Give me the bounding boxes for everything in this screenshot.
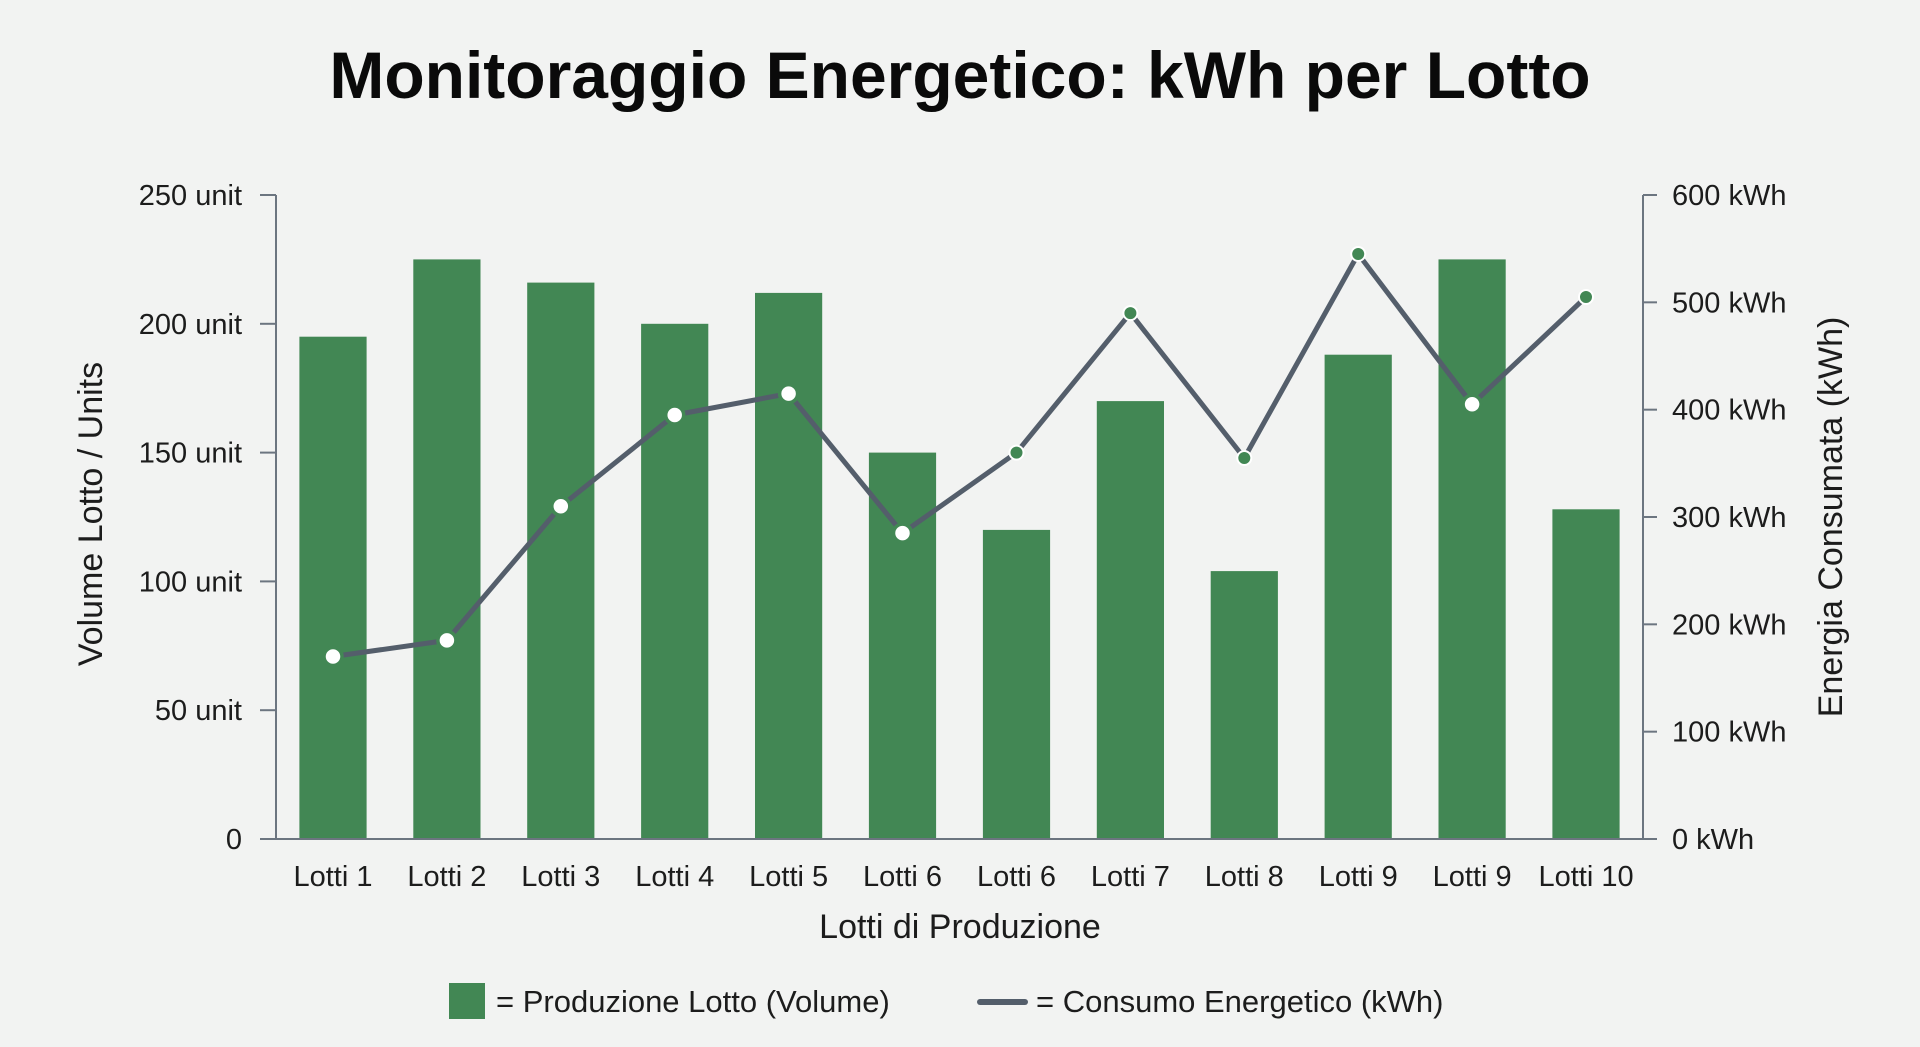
bar-8 [1096, 401, 1164, 839]
y2-axis-label: Energia Consumata (kWh) [1812, 317, 1850, 718]
y-tick-label: 50 unit [155, 695, 242, 727]
bar-4 [641, 323, 709, 839]
bar-2 [413, 259, 481, 839]
chart-title: Monitoraggio Energetico: kWh per Lotto [329, 38, 1590, 112]
x-tick-label: Lotti 5 [749, 861, 828, 893]
legend-line-label: = Consumo Energetico (kWh) [1036, 984, 1443, 1019]
legend: = Produzione Lotto (Volume) = Consumo En… [449, 983, 1443, 1019]
bar-5 [755, 292, 823, 839]
energy-point-5 [777, 382, 800, 405]
x-tick-label: Lotti 10 [1538, 861, 1633, 893]
bar-series [299, 259, 1620, 840]
bar-11 [1438, 259, 1506, 839]
energy-point-8 [1122, 305, 1139, 322]
y2-tick-label: 200 kWh [1672, 609, 1786, 641]
energy-point-4 [663, 404, 686, 426]
x-tick-label: Lotti 6 [977, 861, 1056, 893]
energy-point-3 [550, 495, 572, 518]
y-axis-label: Volume Lotto / Units [72, 362, 110, 666]
x-tick-label: Lotti 7 [1091, 861, 1170, 893]
legend-bar-label: = Produzione Lotto (Volume) [496, 984, 890, 1019]
x-tick-label: Lotti 6 [863, 861, 942, 893]
x-tick-label: Lotti 1 [293, 861, 372, 893]
y2-tick-label: 400 kWh [1672, 395, 1786, 427]
energy-point-7 [1008, 444, 1025, 461]
y2-tick-label: 600 kWh [1672, 180, 1786, 212]
energy-point-12 [1578, 289, 1594, 305]
energy-point-11 [1461, 393, 1483, 416]
bar-9 [1210, 571, 1278, 839]
bar-7 [982, 529, 1051, 839]
y-tick-label: 250 unit [139, 180, 242, 212]
x-tick-label: Lotti 8 [1205, 861, 1284, 893]
x-tick-label: Lotti 2 [407, 861, 486, 893]
energy-line [330, 251, 1589, 659]
bar-12 [1552, 509, 1620, 839]
x-tick-label: Lotti 9 [1433, 861, 1512, 893]
y-tick-label: 0 [226, 824, 242, 856]
bar-10 [1324, 354, 1392, 839]
energy-point-10 [1350, 246, 1367, 262]
energy-point-2 [436, 629, 458, 652]
y2-tick-label: 0 kWh [1672, 824, 1754, 856]
line-series [322, 246, 1594, 668]
energy-point-9 [1236, 450, 1253, 466]
y2-tick-label: 500 kWh [1672, 287, 1786, 319]
y2-tick-label: 300 kWh [1672, 502, 1786, 534]
legend-bar-swatch [449, 983, 485, 1019]
x-tick-label: Lotti 3 [521, 861, 600, 893]
y2-tick-label: 100 kWh [1672, 717, 1786, 749]
bar-1 [299, 336, 367, 839]
y-tick-label: 200 unit [139, 309, 242, 341]
x-tick-label: Lotti 9 [1319, 861, 1398, 893]
y-tick-label: 150 unit [139, 438, 242, 470]
energy-point-6 [891, 522, 914, 544]
y-tick-label: 100 unit [139, 566, 242, 598]
bar-3 [527, 282, 595, 840]
bar-6 [868, 452, 937, 839]
x-axis-label: Lotti di Produzione [819, 908, 1101, 946]
energy-point-1 [322, 645, 344, 668]
axes: 0 50 unit 100 unit 150 unit 200 unit 250 unit… [139, 180, 1787, 893]
x-tick-label: Lotti 4 [635, 861, 714, 893]
